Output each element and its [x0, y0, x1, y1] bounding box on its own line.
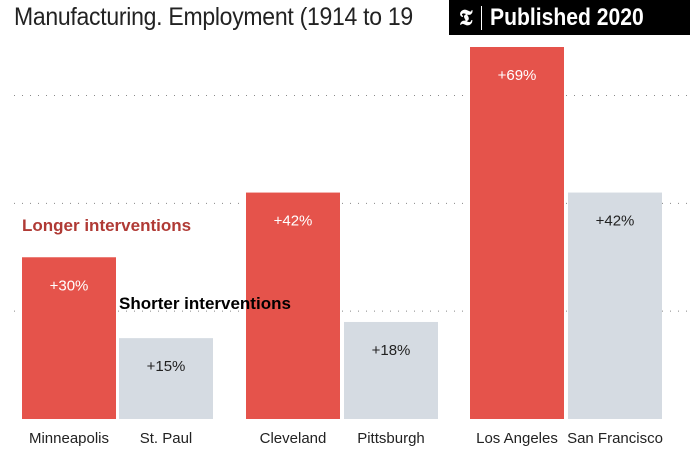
data-label: +42% [596, 213, 635, 230]
bar-los-angeles [470, 47, 564, 419]
category-label: Los Angeles [476, 430, 558, 447]
bar-san-francisco [568, 192, 662, 419]
data-label: +18% [372, 342, 411, 359]
badge-divider [480, 5, 482, 30]
data-label: +69% [498, 67, 537, 84]
category-label: San Francisco [567, 430, 663, 447]
chart-title: Manufacturing. Employment (1914 to 19 [14, 3, 413, 31]
published-badge: 𝕿 Published 2020 [449, 0, 690, 35]
data-label: +30% [50, 277, 89, 294]
nyt-logo-icon: 𝕿 [459, 4, 473, 31]
bar-pittsburgh [344, 321, 438, 419]
bar-cleveland [246, 192, 340, 419]
annotation-longer: Longer interventions [22, 216, 192, 235]
annotation-shorter: Shorter interventions [119, 294, 291, 313]
bar-minneapolis [22, 257, 116, 419]
data-label: +42% [274, 213, 313, 230]
category-label: Cleveland [260, 430, 327, 447]
category-label: St. Paul [140, 430, 193, 447]
published-label: Published 2020 [489, 3, 644, 31]
category-label: Pittsburgh [357, 430, 425, 447]
bar-st.-paul [119, 338, 213, 419]
data-label: +15% [147, 358, 186, 375]
category-label: Minneapolis [29, 430, 109, 447]
